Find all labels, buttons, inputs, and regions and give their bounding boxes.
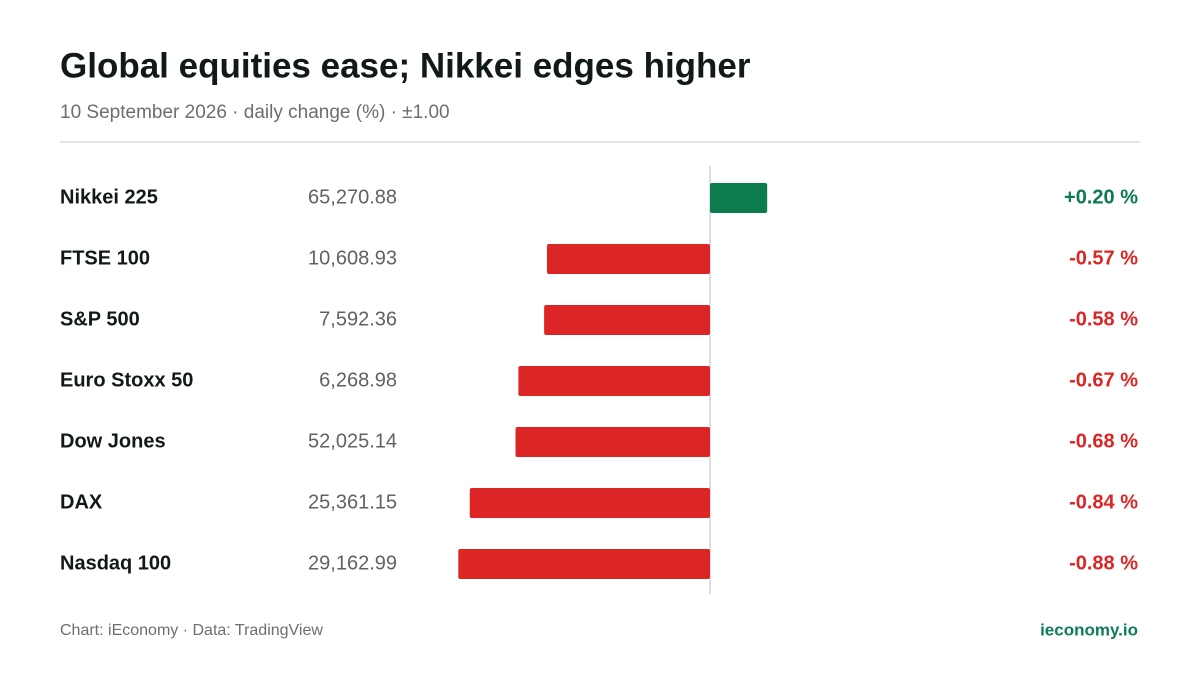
index-name: DAX	[60, 491, 103, 513]
index-name: Nasdaq 100	[60, 552, 171, 574]
index-level: 29,162.99	[308, 552, 397, 574]
index-level: 52,025.14	[308, 430, 397, 452]
bar	[710, 183, 768, 213]
value-label: -0.57 %	[1069, 247, 1138, 269]
chart-title: Global equities ease; Nikkei edges highe…	[60, 46, 751, 85]
index-level: 25,361.15	[308, 491, 397, 513]
bar	[458, 549, 710, 579]
value-label: -0.84 %	[1069, 491, 1138, 513]
bar	[546, 244, 710, 274]
bar	[544, 305, 710, 335]
bar	[515, 427, 710, 457]
source-note: Chart: iEconomy · Data: TradingView	[60, 622, 323, 639]
index-name: Dow Jones	[60, 430, 166, 452]
value-label: -0.68 %	[1069, 430, 1138, 452]
bar	[518, 366, 710, 396]
index-level: 10,608.93	[308, 247, 397, 269]
index-name: S&P 500	[60, 308, 140, 330]
index-name: Nikkei 225	[60, 186, 158, 208]
index-level: 7,592.36	[319, 308, 397, 330]
bar	[469, 488, 710, 518]
brand: ieconomy.io	[1040, 620, 1138, 639]
value-label: +0.20 %	[1064, 186, 1138, 208]
value-label: -0.88 %	[1069, 552, 1138, 574]
value-label: -0.58 %	[1069, 308, 1138, 330]
index-name: Euro Stoxx 50	[60, 369, 193, 391]
index-level: 6,268.98	[319, 369, 397, 391]
value-label: -0.67 %	[1069, 369, 1138, 391]
chart-subtitle: 10 September 2026 · daily change (%) · ±…	[60, 102, 450, 123]
index-name: FTSE 100	[60, 247, 150, 269]
index-level: 65,270.88	[308, 186, 397, 208]
